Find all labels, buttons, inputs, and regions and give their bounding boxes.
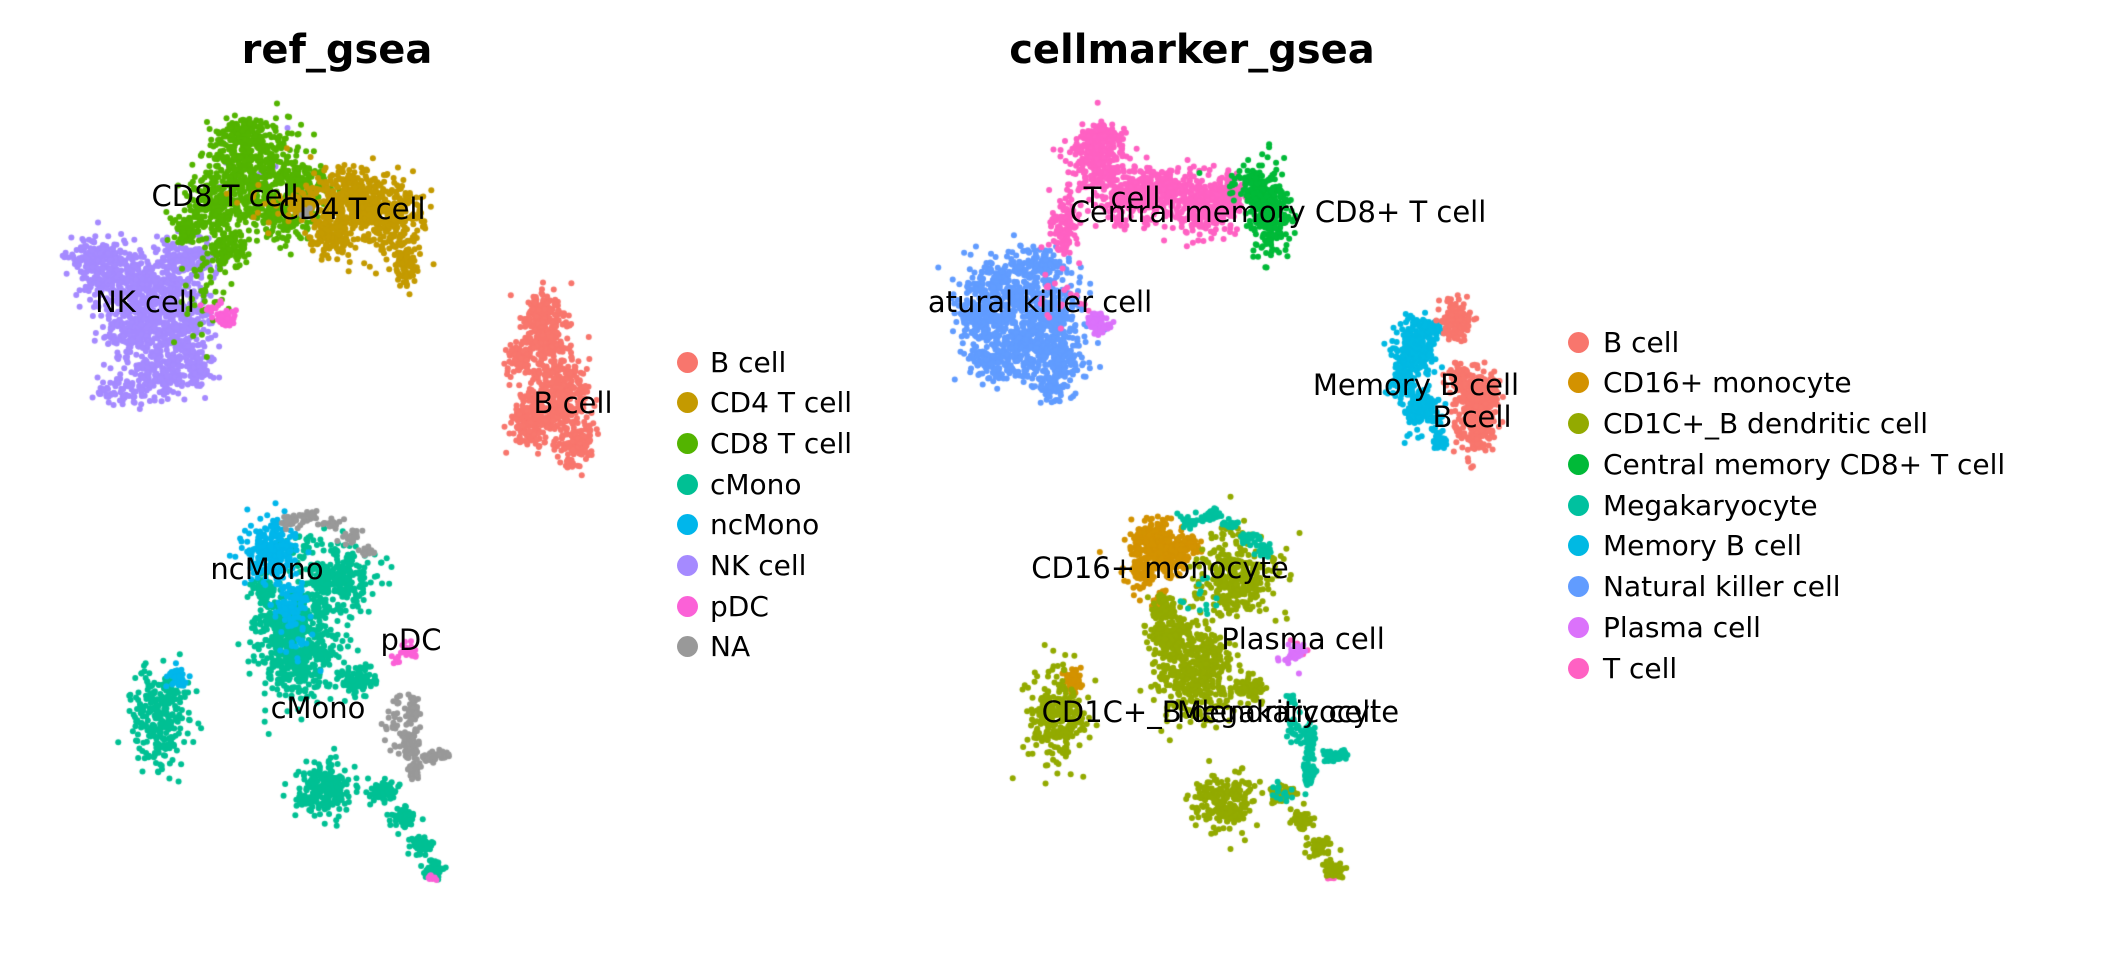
legend-label: NA [710,630,751,664]
panel-title-cellmarker-gsea: cellmarker_gsea [1009,27,1375,73]
cluster-label: NK cell [95,285,195,319]
legend-item: Central memory CD8+ T cell [1567,444,2006,484]
legend-item: CD1C+_B dendritic cell [1567,404,1929,444]
cluster-label: pDC [380,623,442,657]
legend-item: CD4 T cell [676,383,853,423]
panel-title-ref-gsea: ref_gsea [241,27,433,73]
legend-label: T cell [1603,651,1678,685]
legend-label: Central memory CD8+ T cell [1603,447,2006,481]
legend-label: NK cell [710,549,807,582]
legend-color-dot [1567,576,1589,597]
legend-color-dot [676,636,698,658]
legend-item: Plasma cell [1567,607,1761,647]
legend-item: pDC [676,586,769,626]
cluster-label: B cell [533,386,613,420]
legend-label: ncMono [710,508,820,542]
legend-label: pDC [710,589,769,623]
cluster-label: Memory B cell [1312,368,1520,402]
legend-item: Natural killer cell [1567,567,1841,607]
legend-color-dot [1567,331,1589,353]
legend-item: CD8 T cell [676,423,853,463]
legend-item: cMono [676,464,802,504]
legend-label: CD8 T cell [710,426,853,460]
legend-color-dot [676,473,698,495]
legend-item: NA [676,627,751,667]
legend-item: NK cell [676,546,807,586]
legend-label: Megakaryocyte [1603,488,1818,522]
legend-color-dot [1567,657,1589,679]
legend-color-dot [676,351,698,373]
legend-color-dot [1567,413,1589,434]
cluster-label: CD1C+_B dendritic cell [1041,695,1379,729]
cluster-label: CD16+ monocyte [1031,551,1289,585]
legend-item: CD16+ monocyte [1567,363,1852,403]
legend-color-dot [676,555,698,576]
cluster-label: B cell [1432,400,1512,434]
legend-label: CD1C+_B dendritic cell [1603,407,1929,440]
legend-item: T cell [1567,648,1678,688]
legend-label: Memory B cell [1603,529,1803,563]
cluster-label: T cell [1083,181,1161,215]
legend-label: Natural killer cell [1603,570,1841,603]
legend-item: B cell [676,342,787,382]
legend-color-dot [1567,453,1589,475]
legend-color-dot [1567,494,1589,516]
legend-item: B cell [1567,322,1680,362]
cluster-label: ncMono [210,552,324,586]
legend-item: Megakaryocyte [1567,485,1818,525]
cluster-label: Megakaryocyte [1176,695,1400,729]
legend-label: CD4 T cell [710,386,853,420]
cluster-label: Plasma cell [1221,622,1385,656]
legend-label: Plasma cell [1603,610,1761,644]
cluster-label: CD4 T cell [278,192,426,226]
cluster-label: cMono [270,691,366,725]
legend-item: Memory B cell [1567,526,1803,566]
legend-label: B cell [1603,325,1680,359]
legend-label: CD16+ monocyte [1603,366,1852,400]
legend-color-dot [676,432,698,454]
legend-color-dot [1567,372,1589,394]
cluster-label: atural killer cell [927,285,1153,319]
cluster-label: CD8 T cell [151,179,299,213]
legend-label: B cell [710,345,787,379]
legend-color-dot [676,595,698,617]
legend-color-dot [1567,616,1589,638]
legend-color-dot [676,514,698,536]
legend-color-dot [1567,535,1589,557]
legend-color-dot [676,392,698,414]
legend-label: cMono [710,467,802,501]
legend-item: ncMono [676,505,820,545]
cluster-label: Central memory CD8+ T cell [1069,195,1487,229]
